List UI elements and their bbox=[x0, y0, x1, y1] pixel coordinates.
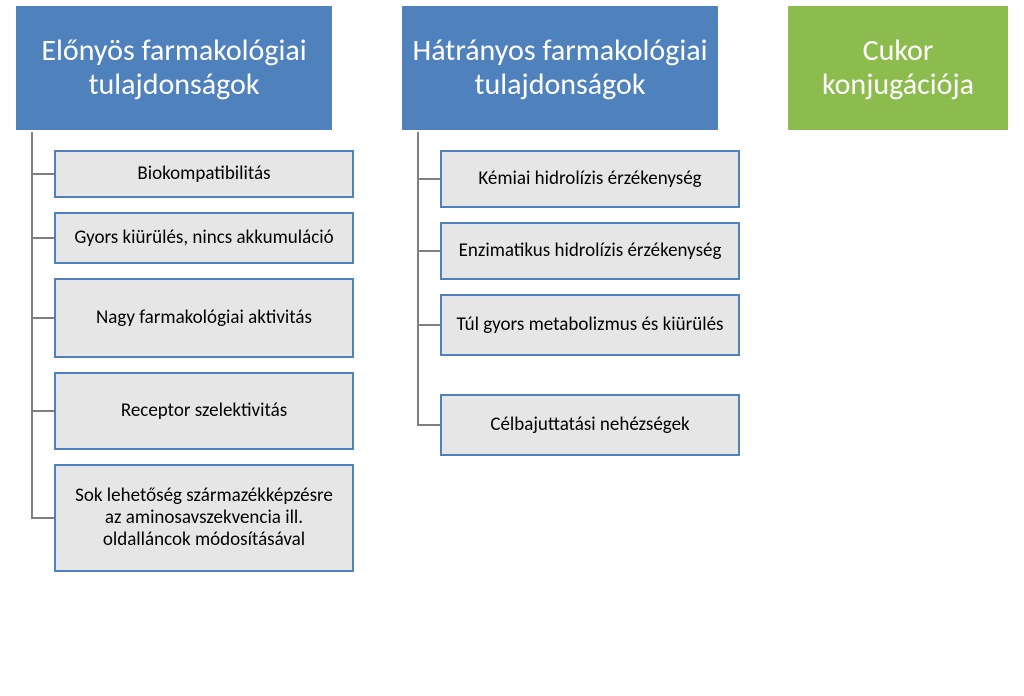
child-box: Enzimatikus hidrolízis érzékenység bbox=[440, 222, 740, 280]
child-box: Sok lehetőség származékképzésre az amino… bbox=[54, 464, 354, 572]
child-box-text: Enzimatikus hidrolízis érzékenység bbox=[459, 240, 722, 262]
connector-horizontal bbox=[32, 410, 54, 412]
column-header-col2: Hátrányos farmakológiai tulajdonságok bbox=[400, 4, 720, 132]
connector-horizontal bbox=[418, 178, 440, 180]
child-box-text: Biokompatibilitás bbox=[137, 163, 270, 185]
child-box: Biokompatibilitás bbox=[54, 150, 354, 198]
connector-vertical bbox=[417, 132, 419, 426]
child-box-text: Receptor szelektivitás bbox=[121, 400, 287, 422]
child-box-text: Sok lehetőség származékképzésre az amino… bbox=[66, 485, 342, 551]
child-box: Receptor szelektivitás bbox=[54, 372, 354, 450]
connector-vertical bbox=[31, 132, 33, 519]
child-box: Nagy farmakológiai aktivitás bbox=[54, 278, 354, 358]
child-box-text: Gyors kiürülés, nincs akkumuláció bbox=[74, 227, 333, 249]
column-header-text: Hátrányos farmakológiai tulajdonságok bbox=[410, 34, 710, 103]
diagram-root: { "canvas": { "width": 1024, "height": 6… bbox=[0, 0, 1024, 696]
connector-horizontal bbox=[418, 250, 440, 252]
child-box-text: Célbajuttatási nehézségek bbox=[490, 414, 689, 436]
connector-horizontal bbox=[418, 424, 440, 426]
column-header-text: Előnyös farmakológiai tulajdonságok bbox=[24, 34, 324, 103]
child-box: Célbajuttatási nehézségek bbox=[440, 394, 740, 456]
child-box: Kémiai hidrolízis érzékenység bbox=[440, 150, 740, 208]
column-header-col1: Előnyös farmakológiai tulajdonságok bbox=[14, 4, 334, 132]
child-box: Gyors kiürülés, nincs akkumuláció bbox=[54, 212, 354, 264]
connector-horizontal bbox=[32, 173, 54, 175]
child-box-text: Nagy farmakológiai aktivitás bbox=[96, 307, 312, 329]
child-box-text: Kémiai hidrolízis érzékenység bbox=[478, 168, 701, 190]
connector-horizontal bbox=[32, 237, 54, 239]
column-header-text: Cukor konjugációja bbox=[796, 34, 1000, 103]
child-box: Túl gyors metabolizmus és kiürülés bbox=[440, 294, 740, 356]
column-header-col3: Cukor konjugációja bbox=[786, 4, 1010, 132]
connector-horizontal bbox=[418, 324, 440, 326]
connector-horizontal bbox=[32, 517, 54, 519]
connector-horizontal bbox=[32, 317, 54, 319]
child-box-text: Túl gyors metabolizmus és kiürülés bbox=[457, 314, 724, 336]
